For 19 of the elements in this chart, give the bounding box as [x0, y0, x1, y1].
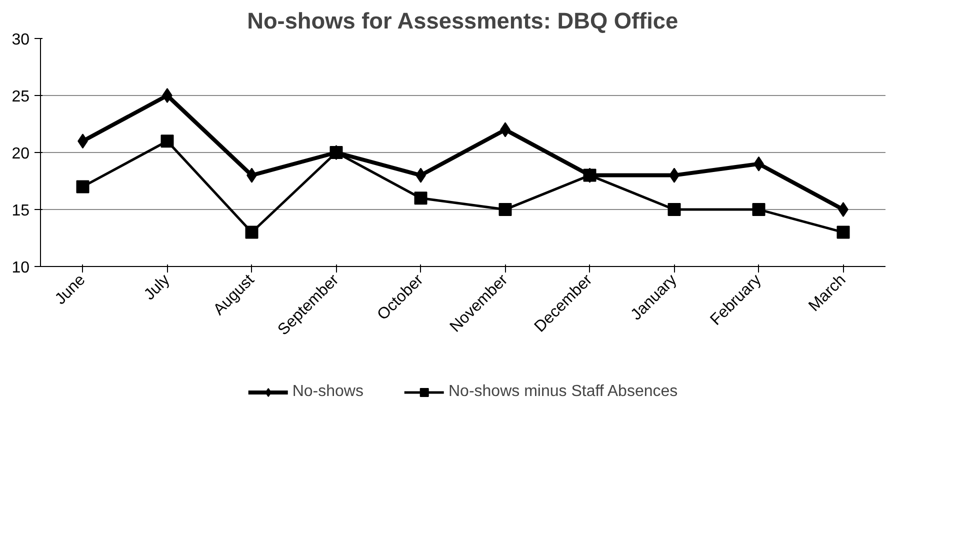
point [668, 203, 681, 216]
legend-label: No-shows minus Staff Absences [448, 383, 678, 401]
point [498, 203, 512, 216]
y-tick-label: 30 [12, 32, 30, 48]
y-tick-label: 15 [12, 202, 30, 220]
point [752, 203, 766, 216]
point [162, 88, 172, 103]
x-tick-label: July [141, 271, 174, 304]
point [160, 134, 174, 148]
y-tick-label: 10 [12, 260, 30, 276]
y-tick-label: 20 [12, 146, 30, 162]
point [76, 180, 90, 194]
legend-label: No-shows [292, 383, 364, 401]
point [838, 202, 848, 217]
point [414, 192, 428, 205]
y-tick-label: 25 [12, 88, 30, 106]
point [245, 226, 258, 239]
chart-title: No-shows for Assessments: DBQ Office [247, 8, 678, 34]
point [836, 226, 850, 239]
